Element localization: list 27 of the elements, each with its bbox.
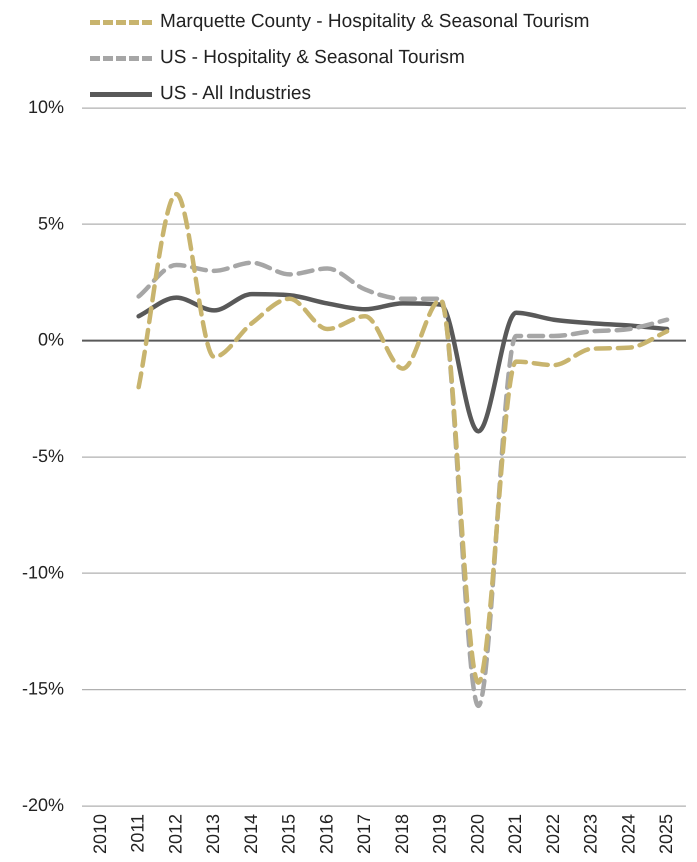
x-tick-label: 2015 [278,814,299,854]
line-series [136,192,670,685]
x-tick-label: 2020 [467,814,488,854]
y-tick-label: 0% [38,330,64,350]
x-tick-label: 2010 [90,814,110,854]
x-tick-label: 2011 [128,814,148,853]
x-tick-label: 2017 [354,814,374,854]
x-tick-label: 2023 [580,814,601,854]
y-tick-label: 5% [38,213,64,234]
legend-label: US - All Industries [160,83,311,105]
x-tick-label: 2025 [656,814,676,854]
x-tick-label: 2013 [203,814,224,854]
x-tick-label: 2024 [618,814,638,854]
x-tick-label: 2021 [505,814,526,854]
y-tick-label: -20% [22,794,64,815]
x-tick-label: 2014 [240,814,261,854]
x-tick-label: 2016 [316,814,336,854]
y-tick-label: 10% [28,96,64,117]
y-tick-label: -5% [32,446,64,466]
x-tick-label: 2018 [392,814,412,854]
legend-label: US - Hospitality & Seasonal Tourism [160,47,465,69]
x-tick-label: 2022 [542,814,563,854]
legend-label: Marquette County - Hospitality & Seasonal Tourism [160,11,590,33]
x-tick-label: 2012 [165,814,186,854]
x-tick-label: 2019 [430,814,450,854]
y-tick-label: -15% [22,678,64,699]
y-tick-label: -10% [22,562,64,582]
